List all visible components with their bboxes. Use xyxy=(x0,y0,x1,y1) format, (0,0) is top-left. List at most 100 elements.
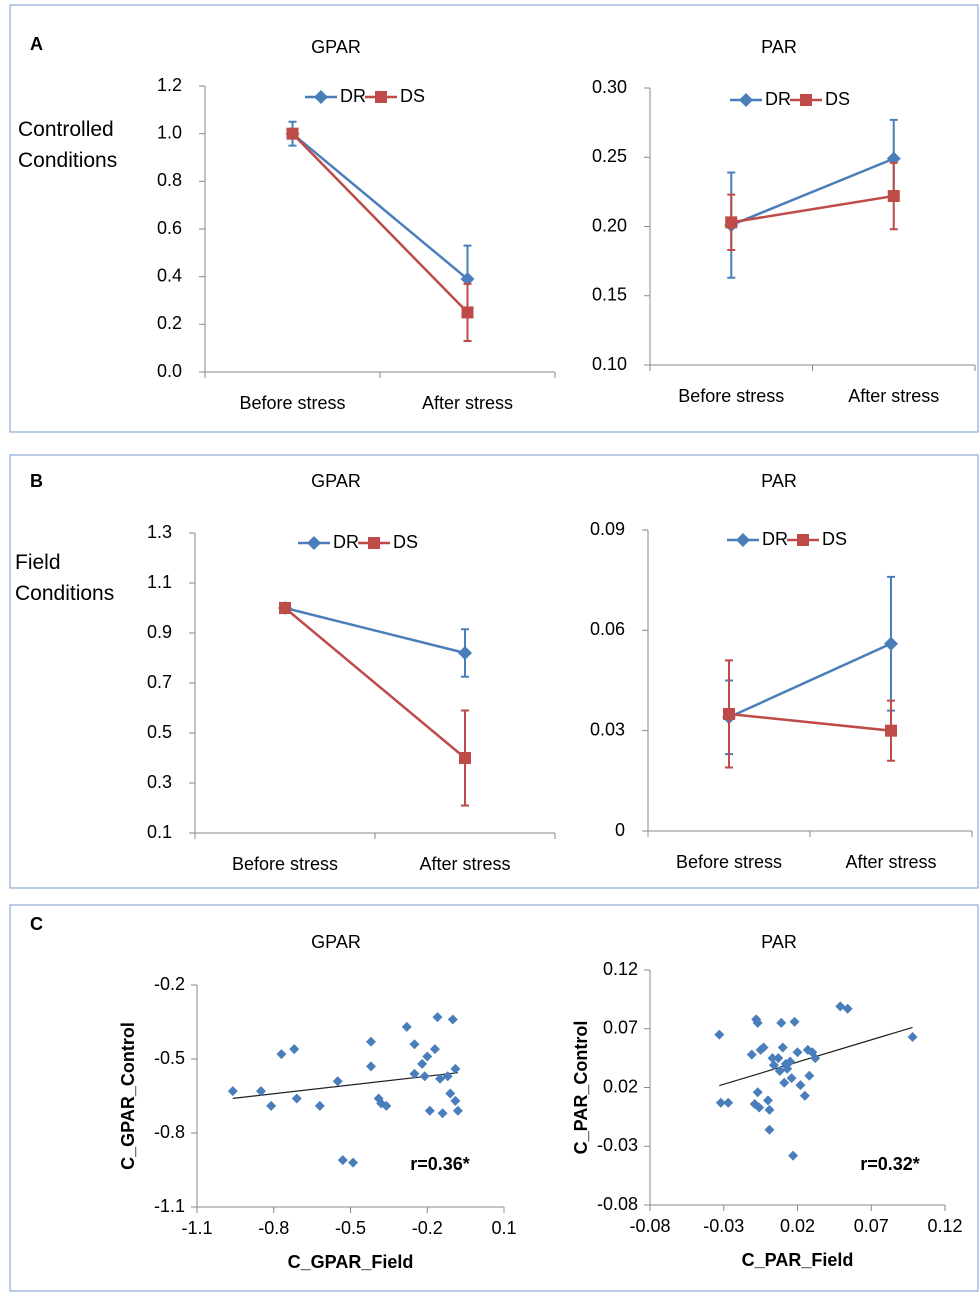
point xyxy=(289,1044,300,1055)
y-tick-label: 1.1 xyxy=(147,572,172,592)
chart-title: PAR xyxy=(761,471,797,491)
point xyxy=(442,1071,453,1082)
point xyxy=(227,1086,238,1097)
point xyxy=(723,707,735,720)
series-line xyxy=(284,606,466,655)
point xyxy=(458,646,472,660)
y-tick-label: 0.02 xyxy=(603,1076,638,1096)
point xyxy=(291,1093,302,1104)
x-tick-label: -0.2 xyxy=(412,1218,443,1238)
panel-box xyxy=(9,454,979,889)
legend-label: DR xyxy=(765,89,791,109)
y-tick-label: 0 xyxy=(615,820,625,840)
x-tick-label: -0.5 xyxy=(335,1218,366,1238)
y-tick-label: -0.03 xyxy=(597,1135,638,1155)
y-tick-label: 0.2 xyxy=(157,313,182,333)
legend-label: DS xyxy=(393,532,418,552)
x-tick-label: Before stress xyxy=(239,393,345,413)
point xyxy=(884,636,898,651)
point xyxy=(764,1104,775,1115)
x-tick-label: 0.02 xyxy=(780,1216,815,1236)
point xyxy=(460,272,475,287)
point xyxy=(365,1061,376,1072)
point xyxy=(795,1080,806,1091)
y-tick-label: 0.5 xyxy=(147,722,172,742)
series-line xyxy=(728,712,892,732)
panel-label: C xyxy=(30,914,43,934)
x-tick-label: Before stress xyxy=(678,386,784,406)
series-line xyxy=(728,642,892,719)
y-tick-label: 0.20 xyxy=(592,215,627,235)
legend-marker xyxy=(368,537,380,549)
x-tick-label: -1.1 xyxy=(181,1218,212,1238)
legend-marker xyxy=(797,534,809,546)
x-tick-label: After stress xyxy=(845,852,936,872)
chart-title: PAR xyxy=(761,37,797,57)
point xyxy=(452,1105,463,1116)
legend-marker xyxy=(314,90,328,104)
point xyxy=(723,1097,734,1108)
point xyxy=(792,1047,803,1058)
point xyxy=(447,1014,458,1025)
point xyxy=(776,1017,787,1028)
point xyxy=(286,127,299,140)
point xyxy=(417,1058,428,1069)
panel-box xyxy=(9,4,979,433)
legend-marker xyxy=(375,91,387,103)
point xyxy=(450,1063,461,1074)
series-line xyxy=(291,132,469,314)
point xyxy=(422,1051,433,1062)
point xyxy=(409,1068,420,1079)
x-tick-label: -0.03 xyxy=(703,1216,744,1236)
x-tick-label: After stress xyxy=(848,386,939,406)
chart-title: GPAR xyxy=(311,37,361,57)
y-tick-label: 0.25 xyxy=(592,146,627,166)
chart-title: GPAR xyxy=(311,471,361,491)
series-line xyxy=(731,194,894,224)
panel-label: A xyxy=(30,34,43,54)
y-tick-label: 0.09 xyxy=(590,519,625,539)
y-tick-label: 0.30 xyxy=(592,77,627,97)
legend-marker xyxy=(307,536,321,550)
point xyxy=(381,1100,392,1111)
y-tick-label: 0.9 xyxy=(147,622,172,642)
annotation: r=0.32* xyxy=(860,1154,920,1174)
legend-label: DS xyxy=(825,89,850,109)
series-line xyxy=(284,607,466,759)
legend-label: DR xyxy=(333,532,359,552)
point xyxy=(725,216,738,229)
point xyxy=(714,1029,725,1040)
point xyxy=(885,724,897,737)
point xyxy=(786,1073,797,1084)
legend-marker xyxy=(800,94,812,106)
point xyxy=(767,1053,778,1064)
y-tick-label: 0.03 xyxy=(590,719,625,739)
point xyxy=(752,1087,763,1098)
point xyxy=(754,1102,765,1113)
series-line xyxy=(730,157,895,227)
point xyxy=(314,1100,325,1111)
y-tick-label: 0.6 xyxy=(157,218,182,238)
point xyxy=(424,1105,435,1116)
point xyxy=(779,1077,790,1088)
y-tick-label: -0.8 xyxy=(154,1122,185,1142)
x-tick-label: After stress xyxy=(419,854,510,874)
point xyxy=(450,1095,461,1106)
y-tick-label: 0.12 xyxy=(603,959,638,979)
x-tick-label: 0.07 xyxy=(854,1216,889,1236)
point xyxy=(429,1044,440,1055)
point xyxy=(746,1049,757,1060)
panel-label: B xyxy=(30,471,43,491)
legend-label: DR xyxy=(340,86,366,106)
chart-title: PAR xyxy=(761,932,797,952)
point xyxy=(777,1042,788,1053)
point xyxy=(887,190,900,203)
legend-marker xyxy=(739,93,753,107)
x-tick-label: -0.8 xyxy=(258,1218,289,1238)
row-label-box: Field Conditions xyxy=(15,551,114,605)
point xyxy=(409,1039,420,1050)
point xyxy=(804,1070,815,1081)
y-tick-label: 0.0 xyxy=(157,361,182,381)
point xyxy=(337,1155,348,1166)
